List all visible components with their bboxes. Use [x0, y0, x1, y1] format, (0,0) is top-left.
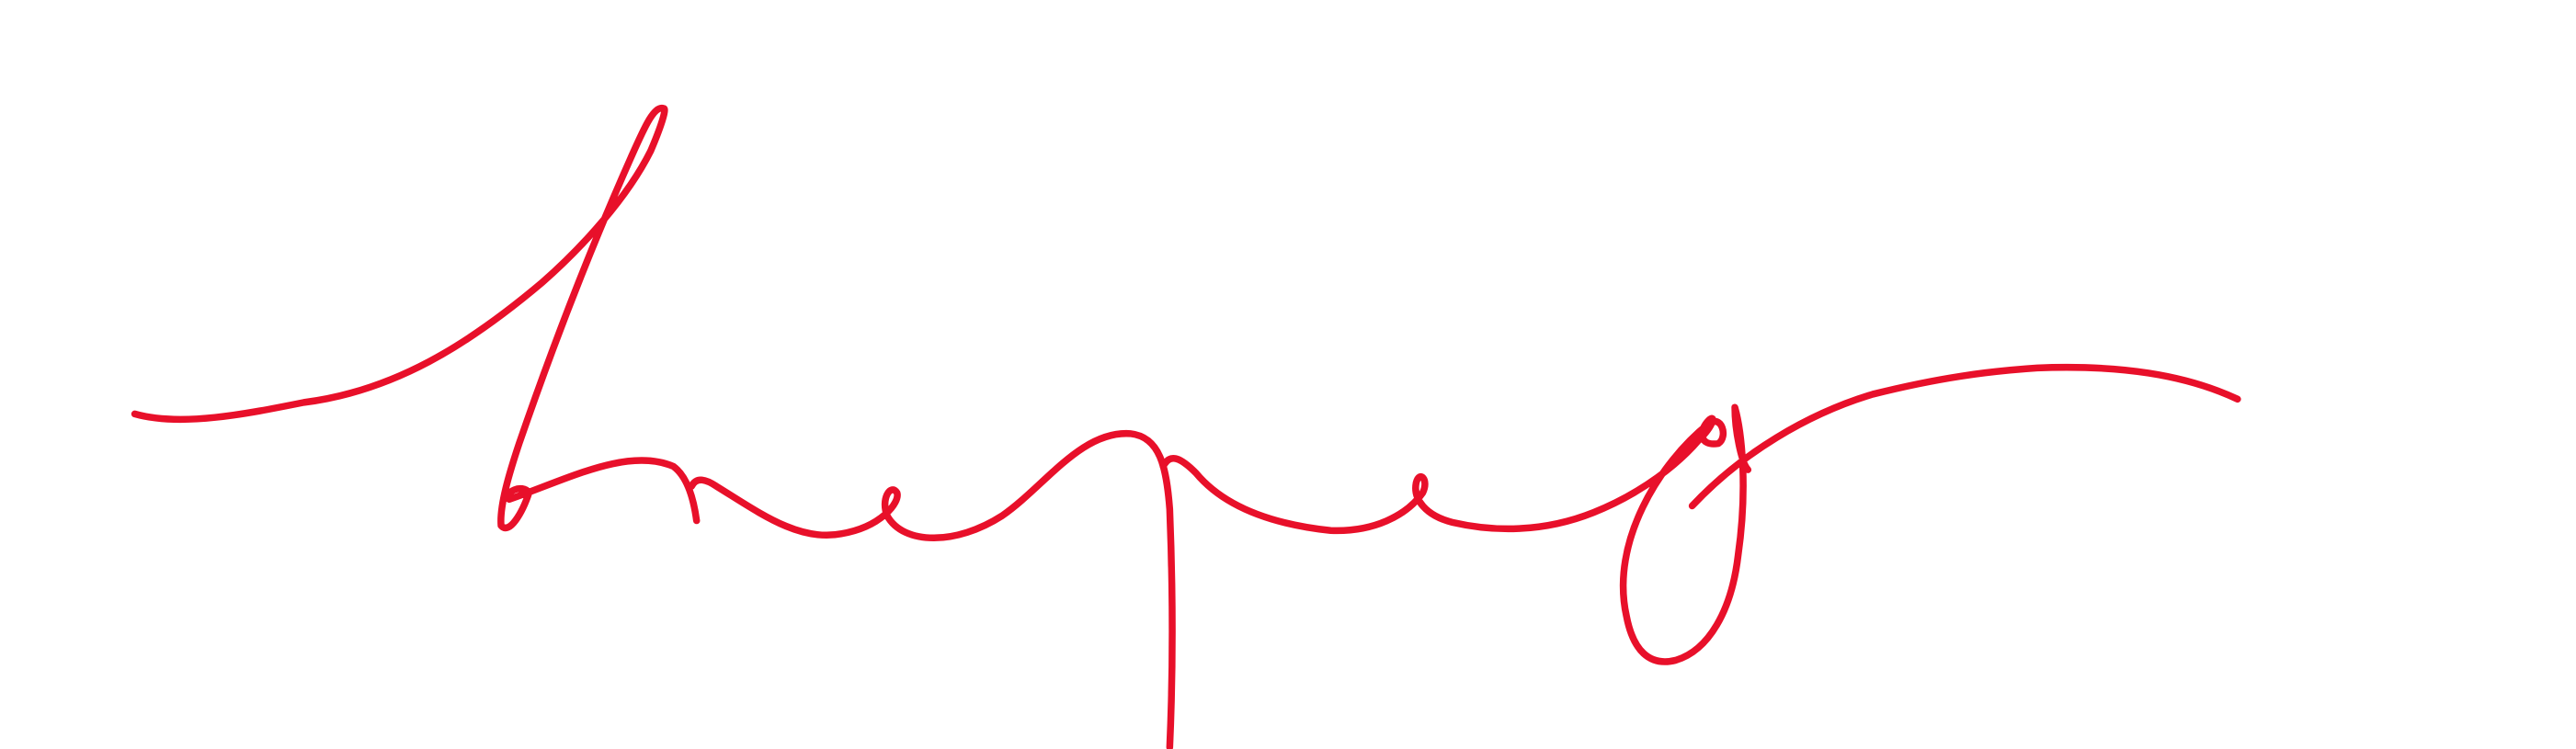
signature-strokes [131, 105, 2241, 749]
signature-stroke-main [131, 105, 2241, 749]
